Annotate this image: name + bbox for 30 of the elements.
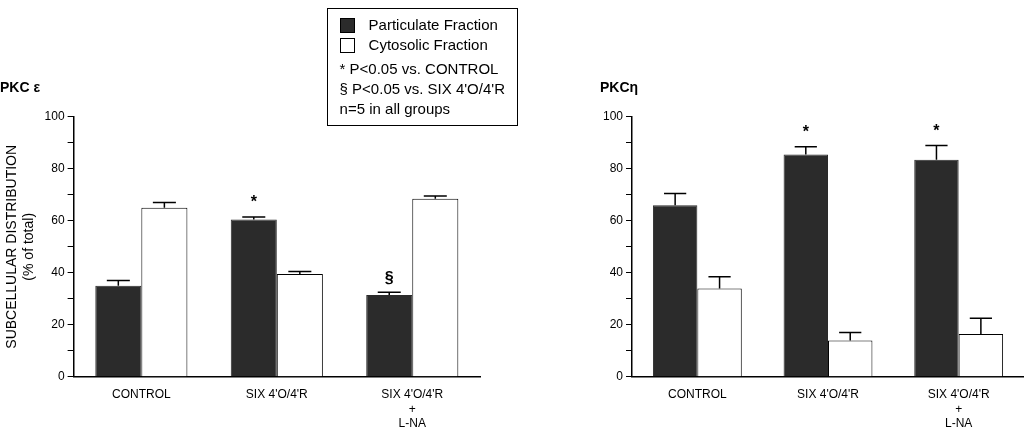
x-tick-label: SIX 4'O/4'R: [245, 387, 309, 402]
y-axis-title: SUBCELLULAR DISTRIBUTION (% of total): [3, 144, 37, 349]
annotation: n=5 in all groups: [339, 99, 452, 119]
chart-title: PKC ε: [0, 79, 41, 96]
x-tick-label: CONTROL: [112, 387, 172, 402]
legend-label: Cytosolic Fraction: [368, 35, 488, 55]
annotation: *: [802, 123, 810, 141]
y-tick-label: 0: [616, 369, 624, 384]
x-tick-label: CONTROL: [668, 387, 728, 402]
y-tick-label: 40: [609, 265, 624, 280]
text: § P<0.05 vs. SIX 4'O/4'R: [339, 79, 505, 99]
y-tick-label: 100: [602, 109, 624, 124]
x-tick-label: SIX 4'O/4'R + L-NA: [927, 387, 990, 431]
y-tick-label: 100: [44, 109, 65, 124]
y-tick-label: 0: [57, 369, 65, 384]
y-tick-label: 60: [609, 213, 624, 228]
annotation: §: [384, 268, 394, 286]
y-tick-label: 60: [51, 213, 65, 228]
legend-label: Particulate Fraction: [368, 15, 498, 35]
annotation: *: [933, 121, 941, 139]
y-tick-label: 20: [51, 317, 65, 332]
chart-title: PKCη: [600, 79, 639, 96]
y-tick-label: 80: [609, 161, 624, 176]
y-tick-label: 20: [609, 317, 624, 332]
y-tick-label: 40: [51, 265, 65, 280]
y-tick-label: 80: [51, 161, 65, 176]
annotation: *: [250, 193, 258, 211]
x-tick-label: SIX 4'O/4'R: [797, 387, 860, 402]
x-tick-label: SIX 4'O/4'R + L-NA: [381, 387, 444, 431]
text: * P<0.05 vs. CONTROL: [339, 59, 500, 79]
